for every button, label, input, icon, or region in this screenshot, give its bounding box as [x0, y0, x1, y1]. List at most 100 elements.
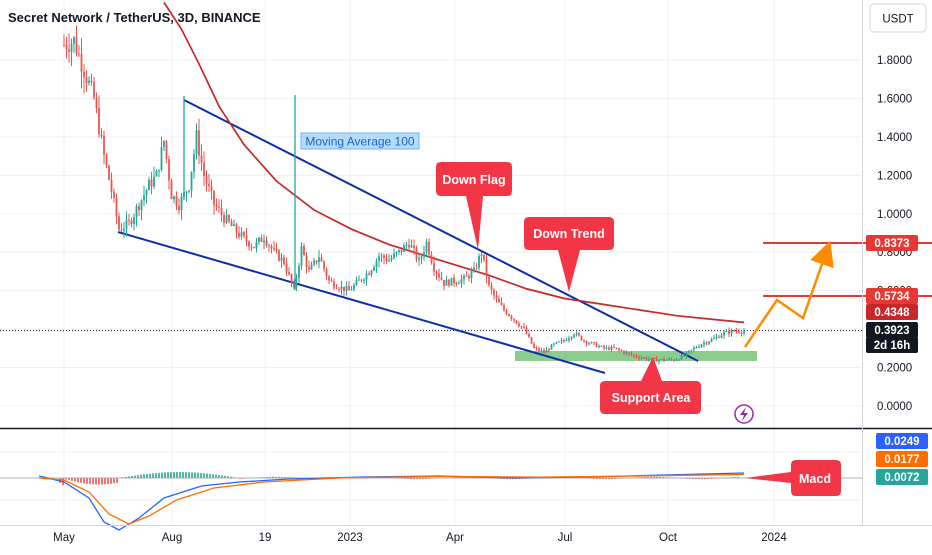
candle-body: [360, 279, 363, 281]
candle-body: [308, 266, 310, 270]
candle-body: [675, 359, 678, 361]
macd-badge: [876, 451, 928, 467]
candle-body: [148, 179, 150, 191]
candle-body: [575, 333, 578, 335]
candle-body: [715, 336, 718, 339]
price-badge: [866, 235, 918, 251]
candle-body: [265, 240, 268, 246]
candle-body: [558, 341, 560, 343]
price-tick-label: 1.8000: [877, 55, 912, 67]
candle-body: [120, 229, 123, 231]
candle-body: [75, 37, 78, 54]
candle-body: [678, 359, 680, 361]
candle-body: [395, 252, 398, 254]
candle-body: [523, 326, 525, 328]
candle-body: [485, 259, 488, 277]
candle-body: [448, 279, 450, 286]
candle-body: [280, 257, 283, 261]
candle-body: [243, 232, 245, 236]
candle-body: [163, 140, 165, 148]
macd-badge-label: 0.0249: [884, 436, 919, 448]
candle-body: [128, 219, 130, 221]
candle-body: [130, 220, 133, 224]
candle-body: [533, 343, 535, 348]
projection-arrow: [743, 240, 834, 348]
candle-body: [615, 347, 618, 349]
candle-body: [515, 320, 518, 324]
candle-body: [288, 271, 290, 275]
candle-body: [250, 246, 253, 248]
candle-body: [460, 279, 463, 284]
candle-body: [565, 340, 568, 342]
candle-body: [215, 204, 218, 207]
lightning-icon[interactable]: [734, 404, 754, 424]
candle-body: [103, 135, 105, 155]
candle-body: [465, 275, 468, 277]
candle-body: [718, 336, 720, 338]
candle-body: [95, 97, 98, 109]
grid-lines: [0, 0, 862, 525]
candle-body: [113, 191, 115, 199]
candle-body: [168, 158, 170, 181]
candle-body: [320, 257, 323, 262]
candle-body: [440, 277, 443, 280]
candle-body: [65, 44, 68, 50]
candle-body: [295, 277, 298, 288]
price-badge-label: 0.8373: [874, 238, 909, 250]
candle-body: [590, 342, 593, 344]
candle-body: [713, 338, 715, 340]
candle-body: [455, 283, 458, 285]
candle-body: [415, 247, 418, 260]
candle-body: [368, 273, 370, 275]
candle-body: [125, 219, 128, 229]
candle-body: [723, 331, 725, 336]
candle-body: [420, 256, 423, 259]
candle-body: [135, 206, 138, 218]
candle-body: [108, 165, 110, 180]
candle-body: [733, 330, 735, 332]
candle-body: [598, 346, 600, 348]
candle-body: [573, 334, 575, 338]
candle-body: [303, 246, 305, 256]
candle-body: [480, 254, 483, 257]
candle-body: [638, 357, 640, 359]
candle-body: [198, 130, 200, 156]
candle-body: [73, 37, 75, 44]
candle-body: [650, 357, 653, 360]
candle-body: [535, 347, 538, 349]
price-badge: [866, 304, 918, 320]
candle-body: [703, 342, 705, 345]
candle-body: [658, 359, 660, 362]
candle-body: [423, 252, 425, 257]
price-badges: 0.8373 0.5734 0.4348 0.3923 2d 16h: [866, 235, 918, 353]
candle-body: [218, 206, 220, 208]
currency-button[interactable]: USDT: [869, 3, 927, 33]
candle-body: [393, 253, 395, 259]
candle-body: [350, 289, 353, 291]
macd-label: Macd: [799, 472, 831, 486]
candle-body: [213, 190, 215, 205]
candle-body: [688, 350, 690, 353]
candle-body: [605, 347, 608, 349]
candle-body: [498, 298, 500, 303]
candle-body: [318, 257, 320, 263]
candle-body: [138, 206, 140, 211]
candle-body: [645, 357, 648, 360]
candle-body: [298, 265, 300, 278]
candle-body: [668, 358, 670, 360]
candle-body: [240, 232, 243, 237]
candle-body: [683, 355, 685, 357]
candle-body: [603, 345, 605, 349]
candle-body: [63, 44, 65, 46]
price-badge-label: 2d 16h: [874, 340, 910, 352]
candle-body: [80, 53, 83, 72]
price-tick-label: 1.4000: [877, 132, 912, 144]
candle-body: [583, 340, 585, 342]
candle-body: [70, 43, 73, 52]
candle-body: [200, 155, 203, 163]
candle-body: [325, 268, 328, 277]
candle-body: [253, 246, 255, 249]
candle-body: [248, 241, 250, 247]
candle-body: [185, 191, 188, 193]
